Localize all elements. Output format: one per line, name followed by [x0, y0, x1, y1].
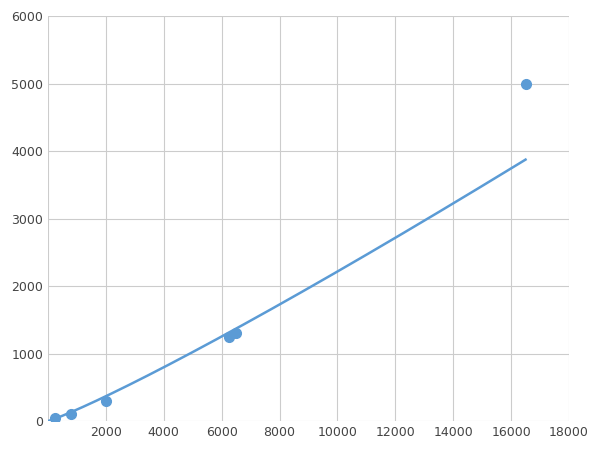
Point	[224, 333, 233, 340]
Point	[232, 330, 241, 337]
Point	[521, 80, 530, 87]
Point	[50, 414, 60, 421]
Point	[101, 397, 110, 405]
Point	[67, 411, 76, 418]
